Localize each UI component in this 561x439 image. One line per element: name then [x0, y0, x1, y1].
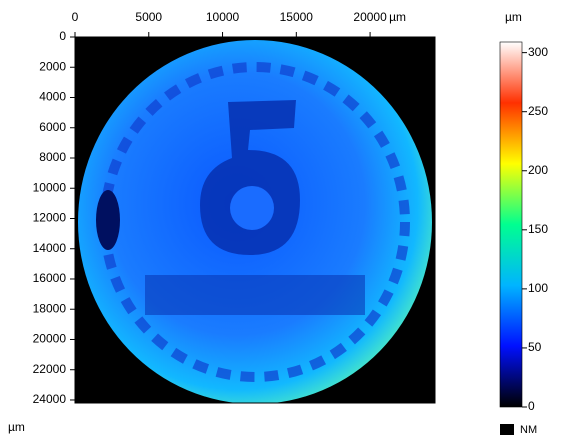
figure: µm µm NM 05000100001500020000µm020004000… [0, 0, 561, 439]
y-tick-label: 16000 [33, 271, 67, 285]
coin-shadow [96, 190, 120, 250]
x-tick-label: 15000 [280, 10, 314, 24]
y-tick-label: 14000 [33, 241, 67, 255]
y-tick-label: 6000 [39, 120, 66, 134]
y-tick-label: 8000 [39, 150, 66, 164]
colorbar-tick-label: 150 [528, 222, 548, 236]
colorbar-tick-label: 200 [528, 163, 548, 177]
x-unit: µm [389, 10, 406, 24]
y-tick-label: 18000 [33, 301, 67, 315]
y-tick-label: 20000 [33, 332, 67, 346]
y-tick-label: 4000 [39, 90, 66, 104]
colorbar-tick-label: 0 [528, 399, 535, 413]
colorbar-tick-label: 100 [528, 281, 548, 295]
x-tick-label: 5000 [135, 10, 162, 24]
colorbar [500, 42, 522, 407]
missing-swatch [500, 424, 514, 435]
y-tick-label: 2000 [39, 59, 66, 73]
x-tick-label: 20000 [353, 10, 387, 24]
colorbar-tick-label: 300 [528, 45, 548, 59]
y-tick-label: 0 [59, 29, 66, 43]
y-tick-label: 10000 [33, 180, 67, 194]
x-tick-label: 0 [72, 10, 79, 24]
y-tick-label: 12000 [33, 211, 67, 225]
y-tick-label: 22000 [33, 362, 67, 376]
y-unit: µm [8, 420, 25, 434]
colorbar-tick-label: 250 [528, 104, 548, 118]
x-tick-label: 10000 [206, 10, 240, 24]
colorbar-tick-label: 50 [528, 340, 542, 354]
page: µm µm NM 05000100001500020000µm020004000… [0, 0, 561, 439]
height-map [75, 37, 435, 404]
coin-numeral-hole [230, 186, 274, 230]
missing-label: NM [520, 424, 537, 436]
coin-lettering [145, 275, 365, 315]
y-tick-label: 24000 [33, 392, 67, 406]
colorbar-unit: µm [505, 10, 522, 24]
